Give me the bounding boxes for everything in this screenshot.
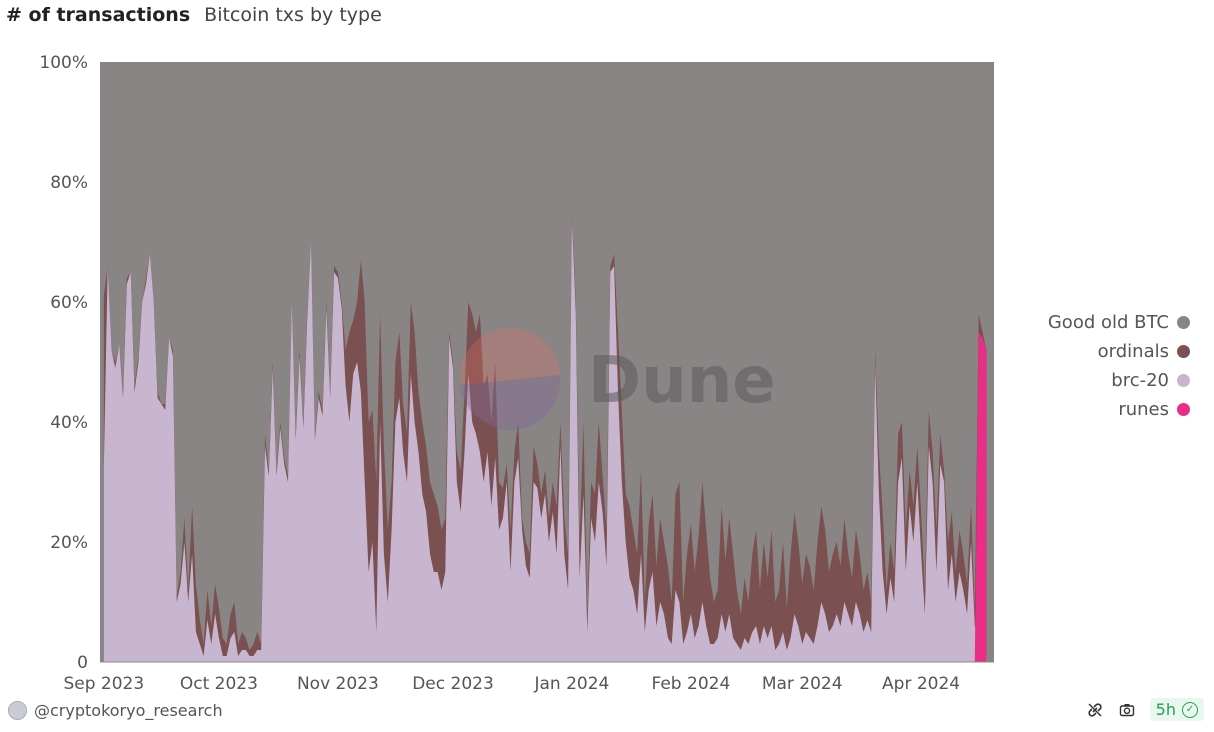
chart-subtitle: Bitcoin txs by type <box>204 4 382 26</box>
x-tick-label: Oct 2023 <box>180 674 258 694</box>
legend-item-brc-20[interactable]: brc-20 <box>1048 366 1190 395</box>
chart-title: # of transactions <box>6 4 191 26</box>
watermark-logo-bottom <box>460 375 561 431</box>
x-tick-label: Feb 2024 <box>652 674 731 694</box>
x-tick-label: Dec 2023 <box>412 674 494 694</box>
dune-watermark: Dune <box>460 328 776 431</box>
author-name: @cryptokoryo_research <box>34 701 223 720</box>
x-tick-label: Jan 2024 <box>533 674 609 694</box>
chart-header: # of transactions Bitcoin txs by type <box>6 4 382 30</box>
legend-item-ordinals[interactable]: ordinals <box>1048 337 1190 366</box>
x-tick-label: Sep 2023 <box>63 674 144 694</box>
legend-label: ordinals <box>1097 341 1169 362</box>
y-tick-label: 100% <box>39 53 88 73</box>
unlink-icon[interactable] <box>1086 701 1104 719</box>
y-tick-label: 60% <box>50 293 88 313</box>
y-tick-label: 20% <box>50 533 88 553</box>
area-series-group <box>103 212 987 662</box>
footer-actions: 5h ✓ <box>1086 698 1204 721</box>
legend-swatch <box>1177 374 1190 387</box>
legend-item-runes[interactable]: runes <box>1048 395 1190 424</box>
unlink-icon-graphic <box>1088 702 1102 717</box>
legend: Good old BTC ordinals brc-20 runes <box>1048 308 1190 424</box>
series-brc-20-area <box>103 218 987 662</box>
legend-swatch <box>1177 316 1190 329</box>
camera-icon-graphic <box>1119 703 1134 716</box>
watermark-logo-top <box>460 328 560 428</box>
y-tick-label: 80% <box>50 173 88 193</box>
legend-swatch <box>1177 403 1190 416</box>
avatar <box>8 701 27 720</box>
legend-label: Good old BTC <box>1047 312 1169 333</box>
series-runes-area <box>974 332 987 662</box>
x-tick-label: Nov 2023 <box>297 674 379 694</box>
legend-item-good-old-btc[interactable]: Good old BTC <box>1048 308 1190 337</box>
y-axis: 0 20% 40% 60% 80% 100% <box>39 53 994 673</box>
legend-label: brc-20 <box>1111 370 1169 391</box>
freshness-badge[interactable]: 5h ✓ <box>1149 698 1204 721</box>
camera-icon[interactable] <box>1118 701 1136 719</box>
x-tick-label: Mar 2024 <box>762 674 843 694</box>
check-icon: ✓ <box>1182 701 1198 718</box>
x-tick-label: Apr 2024 <box>882 674 960 694</box>
watermark-text: Dune <box>588 344 776 418</box>
y-tick-label: 40% <box>50 413 88 433</box>
freshness-age: 5h <box>1155 700 1176 719</box>
legend-swatch <box>1177 345 1190 358</box>
legend-label: runes <box>1118 399 1169 420</box>
author-link[interactable]: @cryptokoryo_research <box>8 701 223 720</box>
y-tick-label: 0 <box>77 653 88 673</box>
x-axis: Sep 2023 Oct 2023 Nov 2023 Dec 2023 Jan 2024… <box>63 674 960 694</box>
